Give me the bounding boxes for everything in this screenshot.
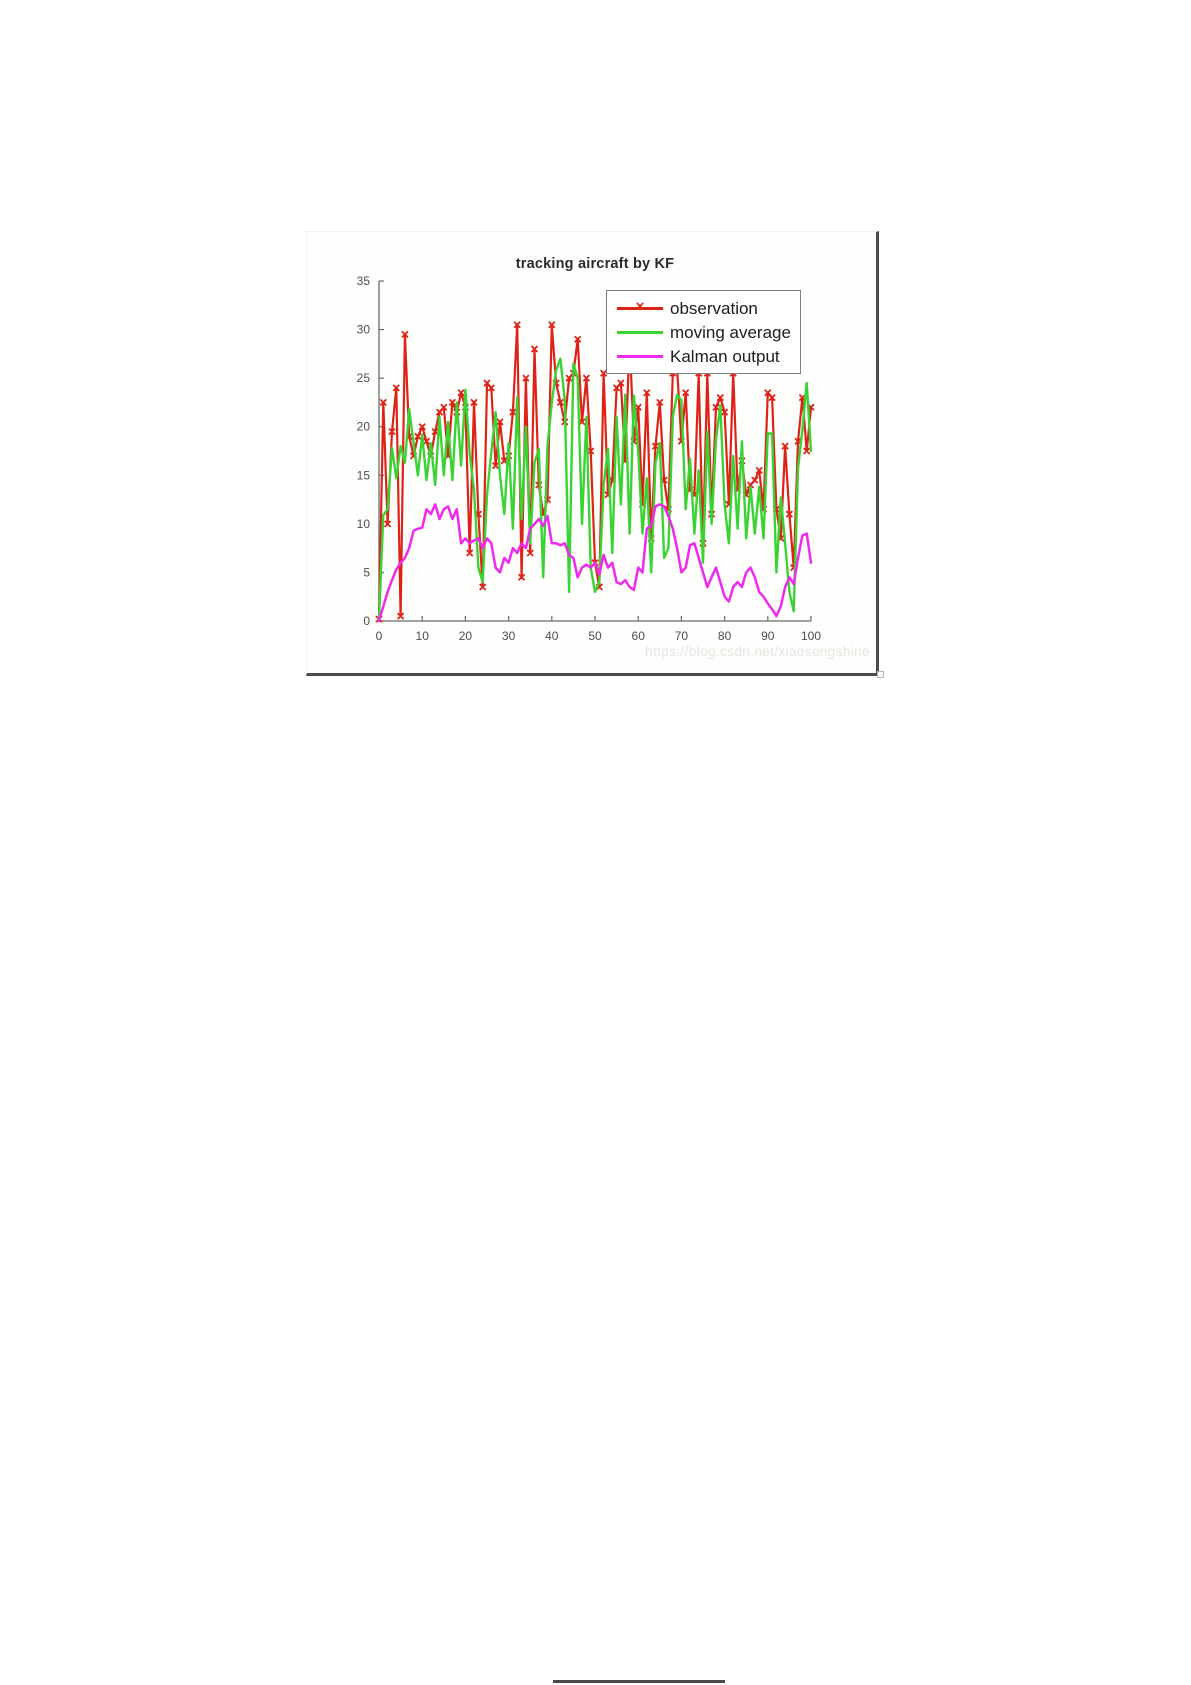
x-tick-label: 90 [761,629,775,643]
series-line-kalman-output [377,503,813,623]
x-tick-label: 70 [675,629,689,643]
x-tick-label: 60 [632,629,646,643]
x-tick-label: 0 [376,629,383,643]
legend-item-moving-average: × moving average [607,324,800,341]
x-tick-label: 20 [459,629,473,643]
x-tick-label: 100 [801,629,821,643]
figure-frame: 0 10 20 30 40 50 60 70 80 90 100 0 5 10 15 20 25 30 35 tra… [306,231,879,676]
x-tick-label: 30 [502,629,516,643]
x-marker-icon: × [635,298,645,315]
x-tick-label: 40 [545,629,559,643]
y-tick-label: 0 [363,614,370,628]
legend-observation-label: observation [670,298,758,318]
legend-item-observation: × observation [607,298,800,318]
legend-moving-average-line-icon: × [617,324,663,340]
chart-legend: × observation × moving average × Kalman … [606,290,801,374]
legend-moving-average-label: moving average [670,322,791,342]
legend-kalman-output-label: Kalman output [670,346,780,366]
resize-handle[interactable] [877,671,884,678]
x-tick-label: 50 [588,629,602,643]
chart-canvas: 0 10 20 30 40 50 60 70 80 90 100 0 5 10 15 20 25 30 35 [357,274,822,643]
y-tick-label: 10 [357,517,371,531]
y-tick-label: 25 [357,371,371,385]
y-tick-label: 20 [357,420,371,434]
chart-title: tracking aircraft by KF [515,256,675,272]
y-tick-label: 30 [357,323,371,337]
legend-item-kalman-output: × Kalman output [607,348,800,365]
x-tick-label: 10 [416,629,430,643]
legend-kalman-output-line-icon: × [617,348,663,364]
x-tick-label: 80 [718,629,732,643]
watermark-text: https://blog.csdn.net/xiaosongshine [645,644,870,659]
series-line-moving-average [377,357,813,621]
y-tick-label: 5 [363,565,370,579]
y-tick-label: 15 [357,468,371,482]
page-bottom-artifact [553,1680,725,1683]
legend-observation-line-icon: × [617,298,663,316]
y-tick-label: 35 [357,274,371,288]
